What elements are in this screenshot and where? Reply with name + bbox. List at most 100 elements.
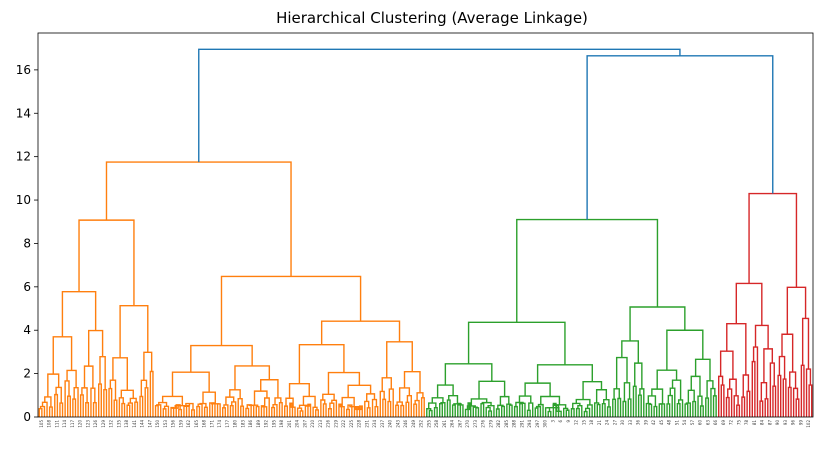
dendrogram-link <box>108 387 113 417</box>
dendrogram-link <box>105 161 292 277</box>
dendrogram-link <box>685 402 691 417</box>
dendrogram-link <box>648 403 653 417</box>
dendrogram-link <box>612 398 617 417</box>
dendrogram-link <box>777 374 782 417</box>
dendrogram-link <box>400 404 405 417</box>
leaf-label: 183 <box>240 420 245 428</box>
dendrogram-link <box>358 405 363 417</box>
dendrogram-link <box>154 404 159 417</box>
leaf-labels: 105 108 111 114 117 120 123 126 129 132 135 138 141 1… <box>39 420 811 428</box>
dendrogram-link <box>519 402 524 417</box>
dendrogram-link <box>260 379 279 398</box>
dendrogram-link <box>613 388 620 400</box>
dendrogram-link <box>637 394 642 417</box>
leaf-label: 111 <box>54 420 59 428</box>
leaf-label: 201 <box>287 420 292 428</box>
dendrogram-link <box>284 405 288 417</box>
dendrogram-link <box>684 403 689 417</box>
dendrogram-link <box>158 401 168 407</box>
dendrogram-link <box>795 398 800 417</box>
leaf-label: 291 <box>519 420 524 428</box>
dendrogram-link <box>735 282 763 326</box>
leaf-label: 279 <box>488 420 493 428</box>
dendrogram-link <box>524 382 551 397</box>
dendrogram-link <box>583 410 588 417</box>
dendrogram-link <box>622 400 627 417</box>
leaf-label: 3 <box>550 420 555 423</box>
dendrogram-link <box>787 386 792 417</box>
dendrogram-link <box>801 317 810 370</box>
dendrogram-link <box>174 403 191 409</box>
dendrogram-link <box>171 404 179 409</box>
dendrogram-link <box>139 395 144 417</box>
dendrogram-link <box>229 389 241 399</box>
leaf-label: 24 <box>605 420 610 426</box>
leaf-label: 231 <box>364 420 369 428</box>
dendrogram-link <box>178 408 183 417</box>
dendrogram-link <box>575 407 580 417</box>
leaf-label: 219 <box>333 420 338 428</box>
dendrogram-link <box>338 403 343 417</box>
dendrogram-link <box>245 407 250 417</box>
dendrogram-link <box>467 321 566 365</box>
dendrogram-link <box>420 397 425 417</box>
root-merge-link <box>198 48 681 163</box>
leaf-label: 237 <box>380 420 385 428</box>
leaf-label: 144 <box>140 420 145 428</box>
dendrogram-link <box>79 394 84 417</box>
leaf-label: 180 <box>233 420 238 428</box>
dendrogram-link <box>666 403 671 417</box>
dendrogram-link <box>398 387 411 403</box>
dendrogram-link <box>575 398 591 405</box>
dendrogram-link <box>472 406 478 417</box>
dendrogram-link <box>209 402 215 417</box>
dendrogram-link <box>144 387 149 417</box>
dendrogram-link <box>64 380 70 417</box>
leaf-label: 15 <box>581 420 586 426</box>
dendrogram-link <box>103 388 108 417</box>
leaf-label: 18 <box>589 420 594 426</box>
dendrogram-link <box>763 348 774 383</box>
y-tick-label: 6 <box>23 280 31 294</box>
leaf-label: 186 <box>248 420 253 428</box>
leaf-label: 210 <box>310 420 315 428</box>
leaf-label: 240 <box>388 420 393 428</box>
dendrogram-link <box>255 405 260 417</box>
dendrogram-link <box>72 398 77 417</box>
dendrogram-link <box>666 329 704 371</box>
dendrogram-link <box>234 365 271 390</box>
dendrogram-link <box>658 403 663 417</box>
dendrogram-link <box>112 357 128 391</box>
leaf-label: 261 <box>442 420 447 428</box>
dendrogram-link <box>782 378 787 417</box>
dendrogram-link <box>229 404 234 417</box>
dendrogram-link <box>671 379 682 400</box>
dendrogram-link <box>211 402 216 417</box>
dendrogram-link <box>240 405 245 417</box>
dendrogram-link <box>448 394 459 404</box>
dendrogram-link <box>547 410 552 417</box>
dendrogram-link <box>725 396 730 417</box>
dendrogram-link <box>800 364 805 417</box>
dendrogram-link <box>312 406 318 417</box>
dendrogram-link <box>347 404 353 417</box>
dendrogram-link <box>381 377 392 392</box>
dendrogram-link <box>478 380 506 399</box>
dendrogram-link <box>428 409 433 417</box>
leaf-label: 81 <box>752 420 757 426</box>
leaf-label: 54 <box>682 420 687 426</box>
dendrogram-link <box>719 350 734 380</box>
leaf-label: 282 <box>496 420 501 428</box>
dendrogram-link <box>764 398 769 417</box>
dendrogram-link <box>366 407 371 417</box>
dendrogram-link <box>606 406 611 417</box>
dendrogram-link <box>487 404 495 417</box>
leaf-label: 246 <box>403 420 408 428</box>
dendrogram-link <box>584 407 591 417</box>
dendrogram-link <box>52 336 73 375</box>
leaf-label: 204 <box>295 420 300 428</box>
dendrogram-link <box>781 333 794 373</box>
leaf-label: 177 <box>225 420 230 428</box>
leaf-label: 252 <box>419 420 424 428</box>
dendrogram-link <box>118 397 124 417</box>
